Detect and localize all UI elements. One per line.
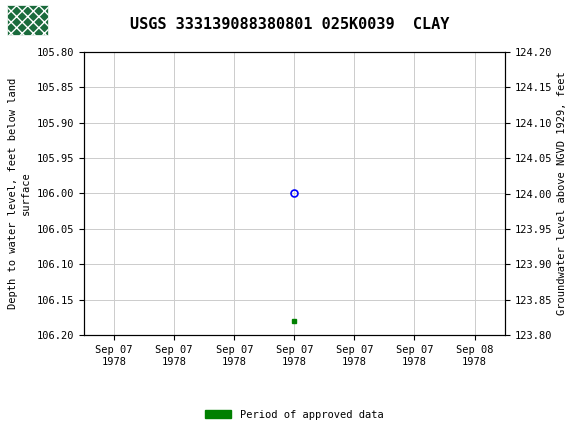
Y-axis label: Groundwater level above NGVD 1929, feet: Groundwater level above NGVD 1929, feet bbox=[557, 72, 567, 315]
Text: USGS: USGS bbox=[58, 12, 105, 28]
Legend: Period of approved data: Period of approved data bbox=[201, 405, 387, 424]
Bar bbox=[7, 5, 48, 35]
Y-axis label: Depth to water level, feet below land
surface: Depth to water level, feet below land su… bbox=[8, 78, 31, 309]
Bar bbox=[7, 5, 48, 35]
Text: USGS 333139088380801 025K0039  CLAY: USGS 333139088380801 025K0039 CLAY bbox=[130, 17, 450, 32]
